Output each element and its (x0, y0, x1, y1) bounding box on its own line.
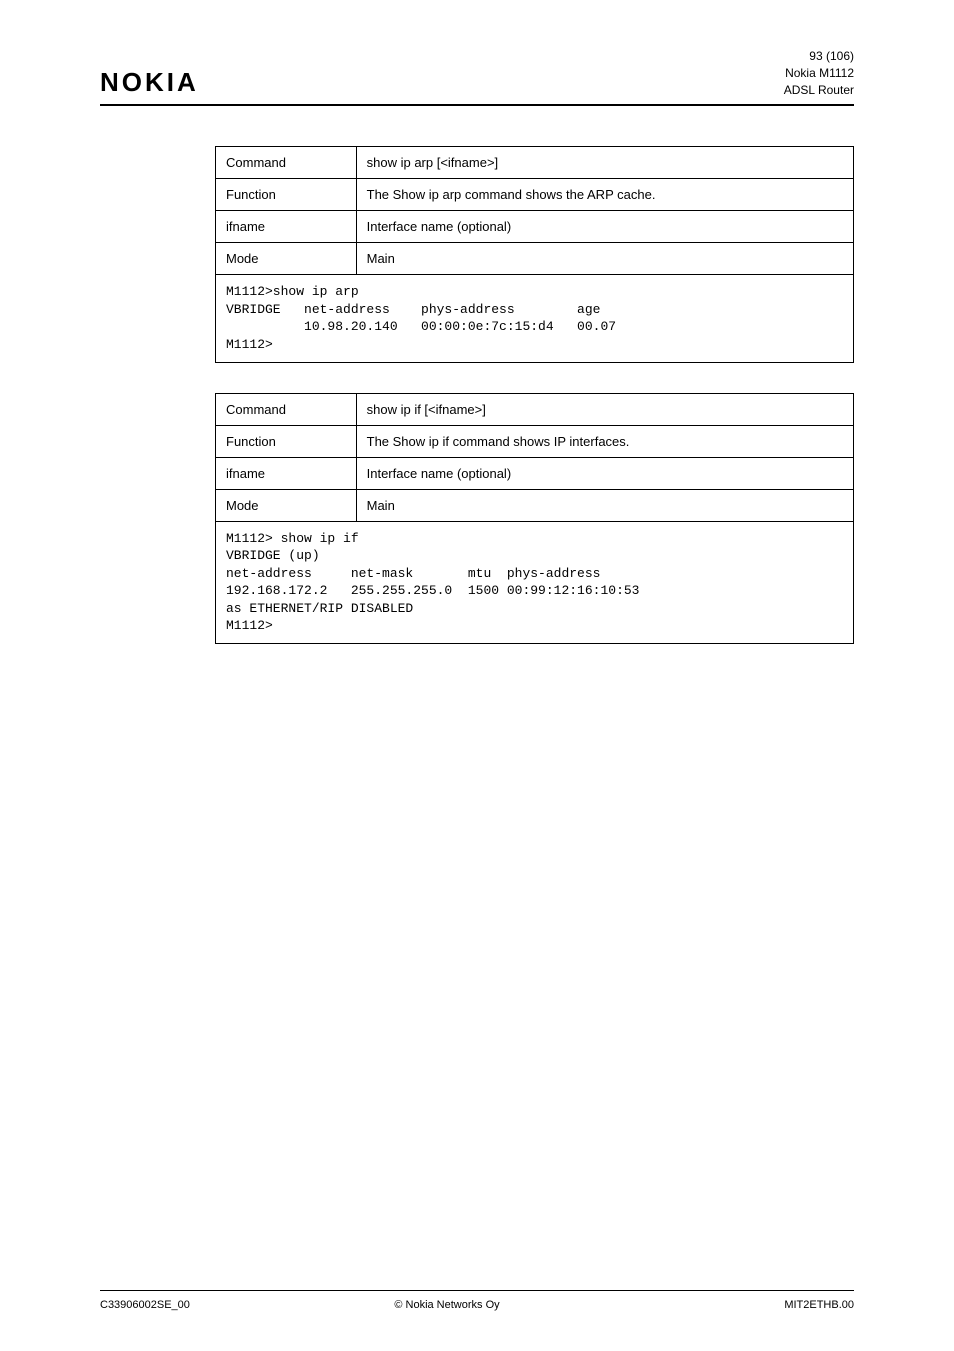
cell-label: Function (216, 179, 356, 211)
table-row: Mode Main (216, 243, 853, 275)
cell-value: The Show ip arp command shows the ARP ca… (356, 179, 853, 211)
table-row-example: M1112> show ip if VBRIDGE (up) net-addre… (216, 521, 853, 643)
product-name: Nokia M1112 (784, 65, 854, 82)
cell-value: show ip arp [<ifname>] (356, 147, 853, 179)
table-row: ifname Interface name (optional) (216, 457, 853, 489)
header-right: 93 (106) Nokia M1112 ADSL Router (784, 48, 854, 98)
table-row: Mode Main (216, 489, 853, 521)
cell-label: Function (216, 425, 356, 457)
page-header: NOKIA 93 (106) Nokia M1112 ADSL Router (100, 48, 854, 106)
footer-copyright: © Nokia Networks Oy (180, 1299, 714, 1311)
table-row-example: M1112>show ip arp VBRIDGE net-address ph… (216, 275, 853, 362)
table-row: Command show ip arp [<ifname>] (216, 147, 853, 179)
cell-value: Main (356, 489, 853, 521)
cell-label: ifname (216, 457, 356, 489)
cell-value: Interface name (optional) (356, 457, 853, 489)
cell-value: Interface name (optional) (356, 211, 853, 243)
page: NOKIA 93 (106) Nokia M1112 ADSL Router C… (0, 0, 954, 1351)
cell-label: ifname (216, 211, 356, 243)
doc-subtitle: ADSL Router (784, 82, 854, 99)
table-row: Function The Show ip arp command shows t… (216, 179, 853, 211)
example-output: M1112>show ip arp VBRIDGE net-address ph… (216, 275, 853, 362)
nokia-logo: NOKIA (100, 67, 199, 98)
cell-value: The Show ip if command shows IP interfac… (356, 425, 853, 457)
cell-label: Mode (216, 489, 356, 521)
footer-doc-id: C33906002SE_00 (100, 1299, 180, 1311)
cell-value: show ip if [<ifname>] (356, 394, 853, 426)
page-footer: C33906002SE_00 © Nokia Networks Oy MIT2E… (100, 1290, 854, 1311)
table-row: Function The Show ip if command shows IP… (216, 425, 853, 457)
footer-code: MIT2ETHB.00 (714, 1299, 854, 1311)
cell-value: Main (356, 243, 853, 275)
cell-label: Mode (216, 243, 356, 275)
page-number: 93 (106) (784, 48, 854, 65)
page-content: Command show ip arp [<ifname>] Function … (100, 146, 854, 643)
command-table-if: Command show ip if [<ifname>] Function T… (215, 393, 854, 644)
command-table-arp: Command show ip arp [<ifname>] Function … (215, 146, 854, 362)
cell-label: Command (216, 394, 356, 426)
example-output: M1112> show ip if VBRIDGE (up) net-addre… (216, 521, 853, 643)
cell-label: Command (216, 147, 356, 179)
table-row: Command show ip if [<ifname>] (216, 394, 853, 426)
table-row: ifname Interface name (optional) (216, 211, 853, 243)
